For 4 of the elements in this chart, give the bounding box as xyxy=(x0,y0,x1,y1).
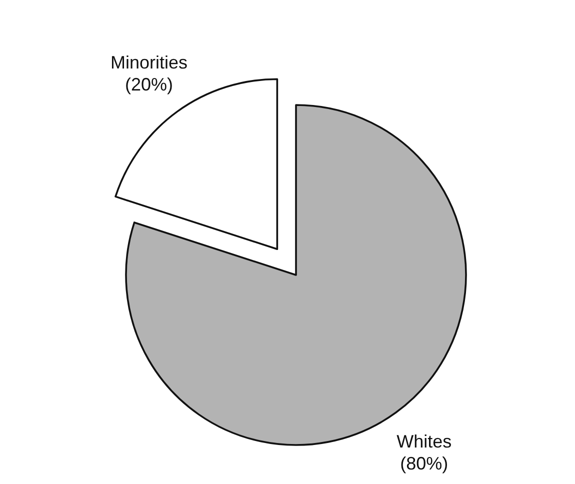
slice-label: Whites xyxy=(396,431,452,452)
data-label: (80%) xyxy=(400,453,448,474)
data-label: (20%) xyxy=(125,74,174,95)
slice-label: Minorities xyxy=(110,52,188,73)
